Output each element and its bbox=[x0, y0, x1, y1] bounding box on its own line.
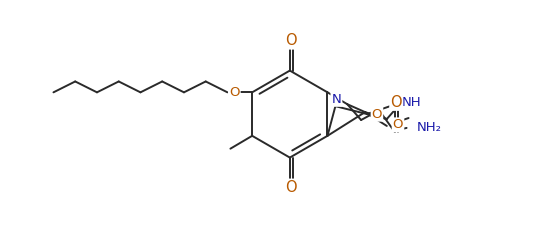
Text: O: O bbox=[285, 180, 297, 195]
Text: O: O bbox=[390, 95, 402, 110]
Text: O: O bbox=[393, 118, 403, 131]
Text: NH₂: NH₂ bbox=[416, 121, 442, 134]
Text: O: O bbox=[285, 33, 297, 48]
Text: N: N bbox=[332, 93, 341, 106]
Text: O: O bbox=[372, 108, 382, 121]
Text: NH: NH bbox=[402, 96, 421, 109]
Text: O: O bbox=[229, 86, 240, 99]
